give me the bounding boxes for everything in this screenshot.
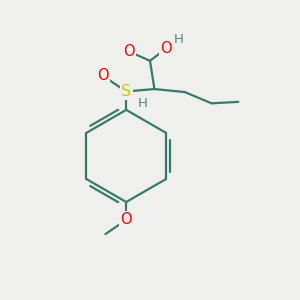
Text: O: O [123, 44, 134, 59]
Text: O: O [97, 68, 109, 83]
Text: H: H [174, 33, 184, 46]
Text: H: H [138, 97, 148, 110]
Text: O: O [120, 212, 132, 227]
Text: O: O [160, 41, 172, 56]
Text: S: S [121, 84, 131, 99]
